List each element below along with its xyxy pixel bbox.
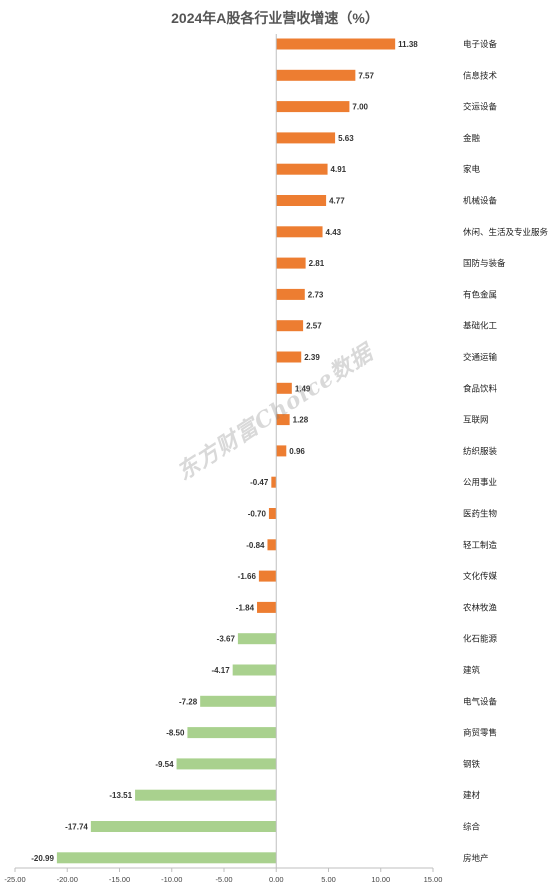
category-label-10: 交通运输 (463, 352, 498, 362)
x-tick-label-8: 15.00 (424, 875, 443, 884)
value-label-23: -9.54 (155, 760, 174, 769)
bar-24 (135, 789, 277, 801)
category-label-20: 建筑 (463, 665, 481, 675)
value-label-7: 2.81 (309, 259, 325, 268)
bar-23 (176, 758, 277, 770)
x-tick-label-1: -20.00 (57, 875, 78, 884)
bar-9 (276, 320, 304, 332)
category-label-21: 电气设备 (463, 696, 498, 706)
value-label-19: -3.67 (217, 635, 236, 644)
bar-2 (276, 101, 350, 113)
value-label-13: 0.96 (289, 447, 305, 456)
category-label-8: 有色金属 (463, 289, 497, 299)
x-tick-label-2: -15.00 (109, 875, 130, 884)
category-label-1: 信息技术 (463, 70, 498, 80)
bar-12 (276, 414, 290, 426)
category-label-9: 基础化工 (463, 321, 498, 331)
value-label-10: 2.39 (304, 353, 320, 362)
value-label-21: -7.28 (179, 697, 198, 706)
bar-14 (271, 476, 277, 488)
x-tick-label-4: -5.00 (215, 875, 232, 884)
category-label-15: 医药生物 (463, 509, 498, 519)
category-label-7: 国防与装备 (463, 258, 506, 268)
category-label-26: 房地产 (463, 853, 489, 863)
value-label-0: 11.38 (398, 40, 418, 49)
bar-11 (276, 382, 292, 394)
category-label-4: 家电 (463, 164, 481, 174)
x-tick-label-7: 10.00 (371, 875, 390, 884)
bar-19 (237, 633, 277, 645)
value-label-3: 5.63 (338, 134, 354, 143)
value-label-11: 1.49 (295, 384, 311, 393)
category-label-0: 电子设备 (463, 39, 498, 49)
x-tick-label-5: 0.00 (269, 875, 284, 884)
bar-20 (232, 664, 277, 676)
bar-21 (200, 695, 277, 707)
category-label-23: 钢铁 (463, 759, 481, 769)
bar-26 (56, 852, 277, 864)
value-label-17: -1.66 (238, 572, 257, 581)
x-tick-label-0: -25.00 (4, 875, 25, 884)
bar-10 (276, 351, 302, 363)
x-tick-label-3: -10.00 (161, 875, 182, 884)
value-label-22: -8.50 (166, 729, 185, 738)
value-label-9: 2.57 (306, 322, 322, 331)
value-label-20: -4.17 (211, 666, 230, 675)
value-label-5: 4.77 (329, 197, 345, 206)
category-label-25: 综合 (463, 822, 481, 832)
value-label-18: -1.84 (236, 603, 255, 612)
bar-1 (276, 69, 356, 81)
value-label-26: -20.99 (31, 854, 54, 863)
bar-0 (276, 38, 396, 50)
bar-16 (267, 539, 277, 551)
bar-17 (258, 570, 277, 582)
x-tick-label-6: 5.00 (321, 875, 336, 884)
category-label-3: 金融 (463, 133, 481, 143)
value-label-24: -13.51 (109, 791, 132, 800)
value-label-15: -0.70 (248, 510, 267, 519)
category-label-24: 建材 (463, 790, 481, 800)
bar-18 (257, 601, 277, 613)
value-label-8: 2.73 (308, 290, 324, 299)
bar-4 (276, 163, 328, 175)
bar-22 (187, 727, 277, 739)
bar-8 (276, 288, 305, 300)
x-axis: -25.00 -20.00 -15.00 -10.00 -5.00 0.00 5.00 10.… (4, 34, 442, 884)
value-label-16: -0.84 (246, 541, 265, 550)
category-label-19: 化石能源 (463, 634, 498, 644)
bar-13 (276, 445, 287, 457)
value-label-group: 11.38 7.57 7.00 5.63 4.91 4.77 4.43 2.81 2.73 2.5… (31, 40, 418, 863)
value-label-2: 7.00 (352, 103, 368, 112)
category-label-11: 食品饮料 (463, 383, 498, 393)
bar-7 (276, 257, 306, 269)
bar-3 (276, 132, 336, 144)
bar-6 (276, 226, 323, 238)
category-label-6: 休闲、生活及专业服务 (463, 227, 549, 237)
category-label-2: 交运设备 (463, 102, 498, 112)
value-label-12: 1.28 (293, 416, 309, 425)
category-label-22: 商贸零售 (463, 728, 497, 738)
category-label-18: 农林牧渔 (463, 602, 498, 612)
category-label-17: 文化传媒 (463, 571, 498, 581)
value-label-14: -0.47 (250, 478, 269, 487)
category-label-group: 电子设备信息技术交运设备金融家电机械设备休闲、生活及专业服务国防与装备有色金属基… (463, 39, 549, 863)
chart-title: 2024年A股各行业营收增速（%） (171, 10, 379, 26)
category-label-12: 互联网 (463, 415, 489, 425)
value-label-1: 7.57 (358, 71, 374, 80)
value-label-4: 4.91 (331, 165, 347, 174)
value-label-25: -17.74 (65, 823, 88, 832)
bar-25 (90, 821, 277, 832)
category-label-14: 公用事业 (463, 477, 497, 487)
category-label-13: 纺织服装 (463, 446, 498, 456)
value-label-6: 4.43 (326, 228, 342, 237)
bar-15 (268, 508, 277, 519)
category-label-16: 轻工制造 (463, 540, 498, 550)
bar-group (56, 38, 396, 864)
bar-5 (276, 195, 327, 206)
category-label-5: 机械设备 (463, 196, 498, 206)
